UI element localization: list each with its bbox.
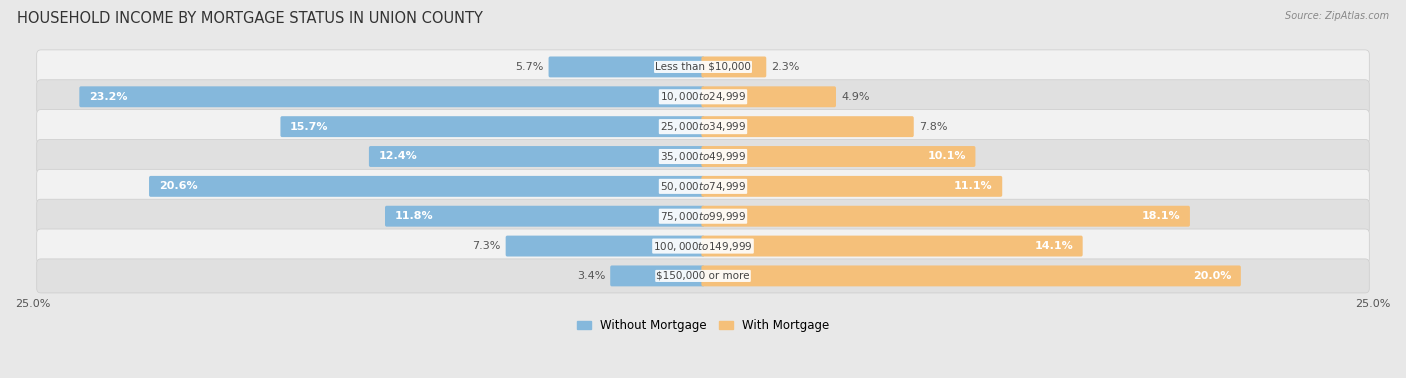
FancyBboxPatch shape (37, 80, 1369, 114)
Text: 18.1%: 18.1% (1142, 211, 1180, 221)
FancyBboxPatch shape (37, 169, 1369, 203)
FancyBboxPatch shape (702, 86, 837, 107)
Text: 7.3%: 7.3% (472, 241, 501, 251)
FancyBboxPatch shape (37, 50, 1369, 84)
Text: $150,000 or more: $150,000 or more (657, 271, 749, 281)
FancyBboxPatch shape (506, 235, 704, 257)
Text: 20.6%: 20.6% (159, 181, 197, 191)
Text: HOUSEHOLD INCOME BY MORTGAGE STATUS IN UNION COUNTY: HOUSEHOLD INCOME BY MORTGAGE STATUS IN U… (17, 11, 482, 26)
FancyBboxPatch shape (702, 235, 1083, 257)
FancyBboxPatch shape (548, 56, 704, 77)
Text: 14.1%: 14.1% (1035, 241, 1073, 251)
Text: 23.2%: 23.2% (89, 92, 128, 102)
FancyBboxPatch shape (37, 259, 1369, 293)
Text: Source: ZipAtlas.com: Source: ZipAtlas.com (1285, 11, 1389, 21)
Text: 2.3%: 2.3% (772, 62, 800, 72)
Text: Less than $10,000: Less than $10,000 (655, 62, 751, 72)
FancyBboxPatch shape (368, 146, 704, 167)
Text: 12.4%: 12.4% (378, 152, 418, 161)
Text: 11.8%: 11.8% (395, 211, 433, 221)
FancyBboxPatch shape (610, 265, 704, 287)
Text: 10.1%: 10.1% (928, 152, 966, 161)
Text: $10,000 to $24,999: $10,000 to $24,999 (659, 90, 747, 103)
Text: 5.7%: 5.7% (515, 62, 544, 72)
FancyBboxPatch shape (37, 229, 1369, 263)
Text: $100,000 to $149,999: $100,000 to $149,999 (654, 240, 752, 253)
Text: $75,000 to $99,999: $75,000 to $99,999 (659, 210, 747, 223)
FancyBboxPatch shape (280, 116, 704, 137)
FancyBboxPatch shape (702, 146, 976, 167)
FancyBboxPatch shape (702, 176, 1002, 197)
FancyBboxPatch shape (702, 265, 1241, 287)
FancyBboxPatch shape (37, 199, 1369, 233)
Text: 11.1%: 11.1% (953, 181, 993, 191)
FancyBboxPatch shape (702, 206, 1189, 227)
Text: 15.7%: 15.7% (290, 122, 329, 132)
Text: 20.0%: 20.0% (1192, 271, 1232, 281)
FancyBboxPatch shape (702, 56, 766, 77)
Text: $25,000 to $34,999: $25,000 to $34,999 (659, 120, 747, 133)
FancyBboxPatch shape (37, 139, 1369, 174)
FancyBboxPatch shape (702, 116, 914, 137)
Text: $50,000 to $74,999: $50,000 to $74,999 (659, 180, 747, 193)
Text: 7.8%: 7.8% (920, 122, 948, 132)
FancyBboxPatch shape (149, 176, 704, 197)
Text: $35,000 to $49,999: $35,000 to $49,999 (659, 150, 747, 163)
FancyBboxPatch shape (79, 86, 704, 107)
Legend: Without Mortgage, With Mortgage: Without Mortgage, With Mortgage (576, 319, 830, 332)
FancyBboxPatch shape (385, 206, 704, 227)
Text: 4.9%: 4.9% (841, 92, 869, 102)
Text: 3.4%: 3.4% (576, 271, 605, 281)
FancyBboxPatch shape (37, 110, 1369, 144)
